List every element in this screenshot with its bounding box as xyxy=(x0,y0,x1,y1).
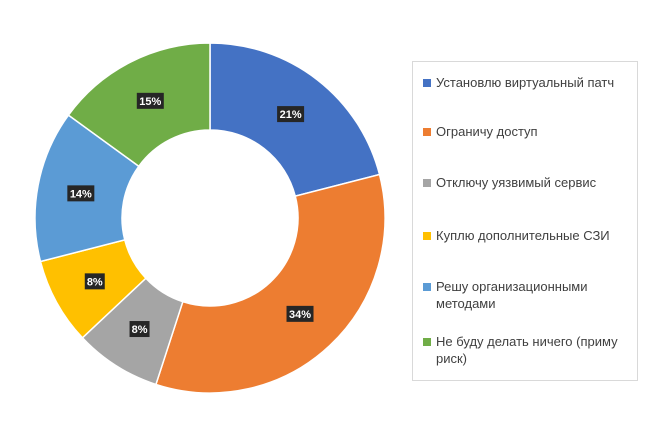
data-label-text: 34% xyxy=(289,309,311,321)
legend-item-2: Ограничу доступ xyxy=(423,123,631,140)
legend-swatch xyxy=(423,338,431,346)
legend-item-3: Отключу уязвимый сервис xyxy=(423,174,631,191)
data-label-text: 14% xyxy=(70,188,92,200)
data-label-box xyxy=(286,305,314,322)
legend-label: Отключу уязвимый сервис xyxy=(436,175,597,190)
data-label-3: 8% xyxy=(129,321,150,338)
legend-item-4: Куплю дополнительные СЗИ xyxy=(423,227,631,244)
data-label-1: 21% xyxy=(277,106,305,123)
data-label-box xyxy=(129,321,150,338)
chart-legend: Установлю виртуальный патч Ограничу досту… xyxy=(412,61,638,381)
legend-label: Куплю дополнительные СЗИ xyxy=(436,228,610,243)
legend-label: Решу организационными методами xyxy=(436,279,588,311)
legend-item-6: Не буду делать ничего (приму риск) xyxy=(423,333,631,367)
data-label-4: 8% xyxy=(84,273,105,290)
legend-label: Не буду делать ничего (приму риск) xyxy=(436,334,618,366)
legend-item-5: Решу организационными методами xyxy=(423,278,631,312)
doughnut-slices xyxy=(34,42,386,394)
data-label-box xyxy=(277,106,305,123)
legend-swatch xyxy=(423,79,431,87)
data-labels: 21% 34% 8% 8% 14% 15% xyxy=(67,92,314,338)
data-label-box xyxy=(136,92,164,109)
legend-label: Установлю виртуальный патч xyxy=(436,75,615,90)
data-label-box xyxy=(67,185,95,202)
data-label-text: 8% xyxy=(87,276,103,288)
legend-swatch xyxy=(423,232,431,240)
data-label-5: 14% xyxy=(67,185,95,202)
legend-swatch xyxy=(423,283,431,291)
legend-swatch xyxy=(423,128,431,136)
data-label-box xyxy=(84,273,105,290)
data-label-6: 15% xyxy=(136,92,164,109)
data-label-2: 34% xyxy=(286,305,314,322)
legend-label: Ограничу доступ xyxy=(436,124,538,139)
data-label-text: 21% xyxy=(280,109,302,121)
data-label-text: 15% xyxy=(139,96,161,108)
legend-item-1: Установлю виртуальный патч xyxy=(423,74,631,91)
data-label-text: 8% xyxy=(132,324,148,336)
slice-2 xyxy=(154,173,386,394)
legend-swatch xyxy=(423,179,431,187)
